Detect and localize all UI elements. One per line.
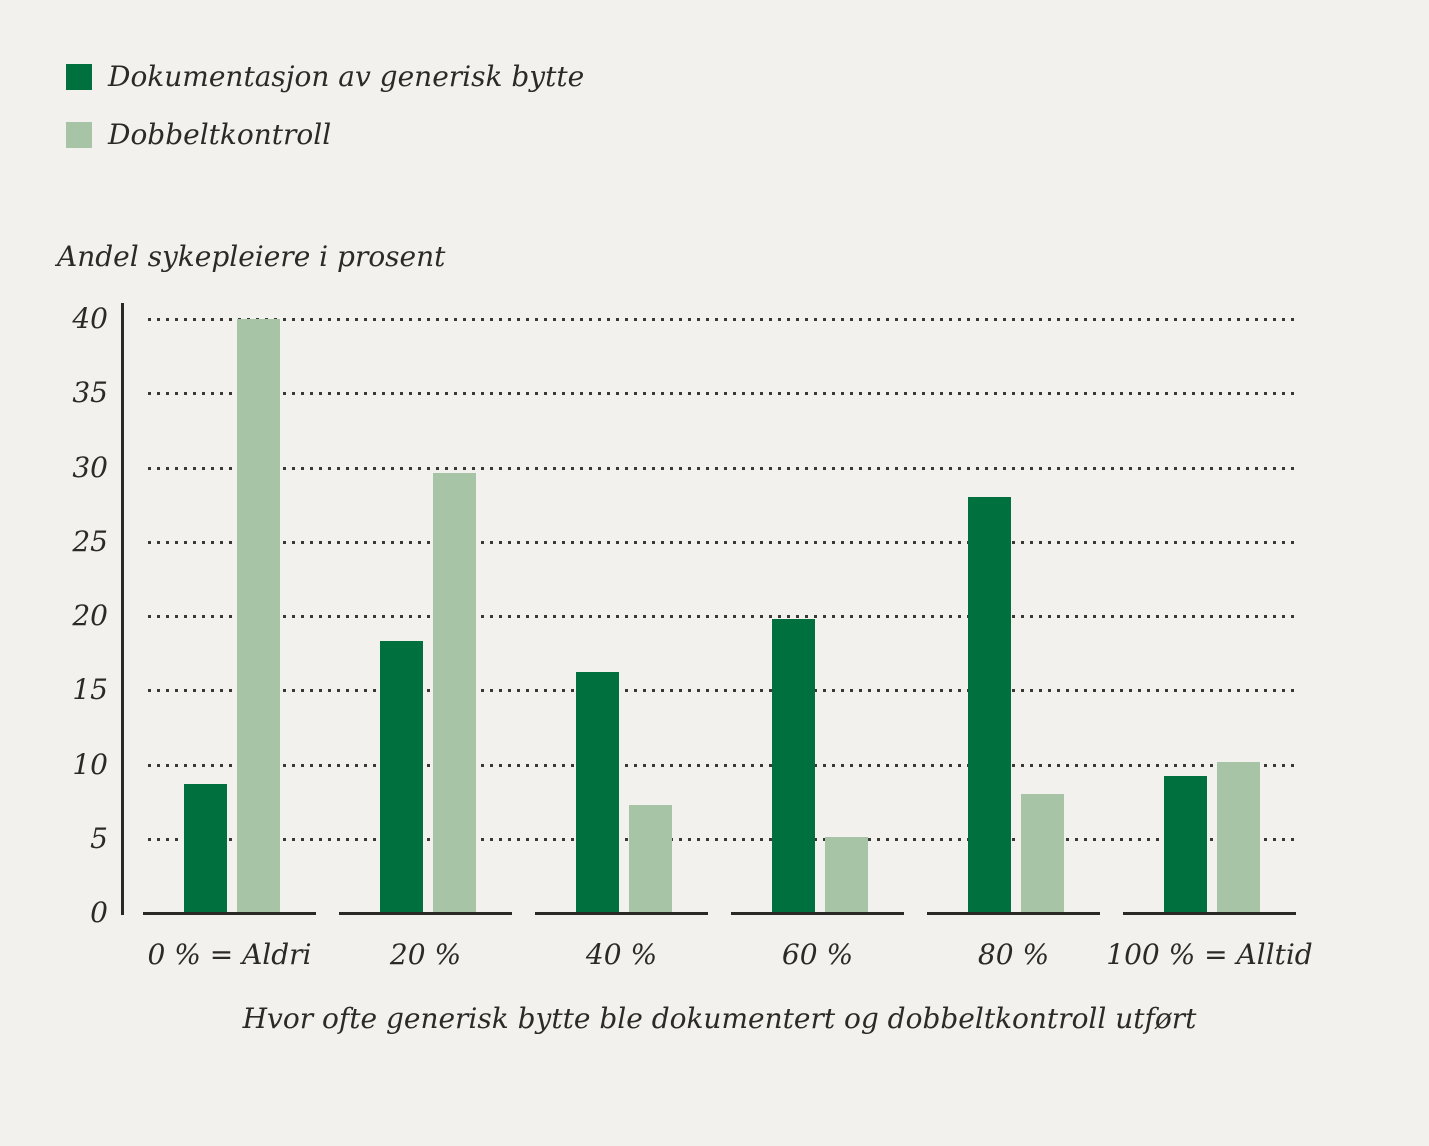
y-tick-label: 25 bbox=[72, 524, 108, 558]
gridline bbox=[148, 763, 1296, 767]
gridline bbox=[148, 615, 1296, 618]
x-tick-label: 100 % = Alltid bbox=[1106, 938, 1313, 971]
y-tick-label: 10 bbox=[72, 747, 108, 781]
y-tick-label: 30 bbox=[72, 450, 108, 484]
bar-dokumentasjon-3 bbox=[771, 618, 815, 913]
x-axis-baseline-segment bbox=[927, 911, 1100, 915]
bar-dobbeltkontroll-1 bbox=[432, 473, 476, 913]
x-tick-label: 80 % bbox=[977, 938, 1050, 971]
gridline bbox=[148, 318, 1296, 321]
legend-swatch-light-green bbox=[66, 122, 92, 148]
bar-dobbeltkontroll-4 bbox=[1020, 794, 1064, 913]
gridline bbox=[148, 466, 1296, 470]
y-tick-label: 15 bbox=[72, 673, 108, 707]
y-tick-label: 35 bbox=[72, 376, 108, 410]
legend-label: Dokumentasjon av generisk bytte bbox=[108, 60, 585, 93]
y-tick-label: 5 bbox=[90, 821, 108, 855]
x-axis-title: Hvor ofte generisk bytte ble dokumentert… bbox=[242, 1002, 1197, 1035]
gridline bbox=[148, 540, 1296, 544]
x-tick-label: 0 % = Aldri bbox=[147, 938, 312, 971]
y-axis-title: Andel sykepleiere i prosent bbox=[57, 240, 446, 273]
y-tick-label: 0 bbox=[90, 896, 108, 929]
gridline bbox=[148, 837, 1296, 841]
bar-dobbeltkontroll-5 bbox=[1216, 761, 1260, 913]
bar-dokumentasjon-0 bbox=[183, 783, 227, 913]
legend-item-dokumentasjon: Dokumentasjon av generisk bytte bbox=[66, 60, 585, 93]
x-axis-baseline-segment bbox=[731, 911, 904, 915]
bar-dokumentasjon-2 bbox=[575, 672, 619, 913]
y-tick-label: 20 bbox=[72, 599, 108, 632]
bar-dobbeltkontroll-0 bbox=[236, 319, 280, 913]
x-tick-label: 20 % bbox=[389, 938, 462, 971]
bar-dokumentasjon-1 bbox=[379, 641, 423, 913]
x-axis-baseline-segment bbox=[143, 911, 316, 915]
x-tick-label: 40 % bbox=[585, 938, 658, 971]
y-axis-line bbox=[121, 303, 124, 915]
bar-dokumentasjon-4 bbox=[967, 497, 1011, 913]
x-tick-label: 60 % bbox=[781, 938, 854, 971]
bar-dobbeltkontroll-2 bbox=[628, 804, 672, 913]
bar-dobbeltkontroll-3 bbox=[824, 837, 868, 913]
y-tick-label: 40 bbox=[72, 302, 108, 335]
legend-swatch-dark-green bbox=[66, 64, 92, 90]
x-axis-baseline-segment bbox=[339, 911, 512, 915]
x-axis-baseline-segment bbox=[1123, 911, 1296, 915]
legend-label: Dobbeltkontroll bbox=[108, 118, 332, 151]
bar-dokumentasjon-5 bbox=[1163, 776, 1207, 913]
gridline bbox=[148, 392, 1296, 396]
legend: Dokumentasjon av generisk bytte Dobbeltk… bbox=[66, 60, 585, 180]
gridline bbox=[148, 689, 1296, 693]
x-axis-baseline-segment bbox=[535, 911, 708, 915]
legend-item-dobbeltkontroll: Dobbeltkontroll bbox=[66, 118, 584, 151]
